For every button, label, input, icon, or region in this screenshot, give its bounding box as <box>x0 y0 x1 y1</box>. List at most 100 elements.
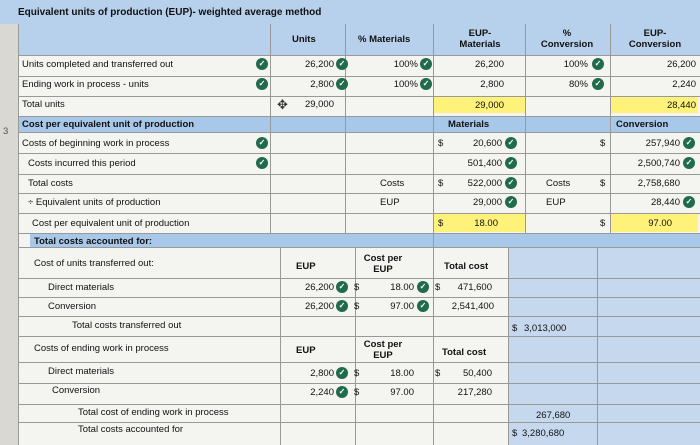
transferred-conv-label: Conversion <box>48 301 97 312</box>
transferred-dm-eup[interactable]: 26,200 <box>304 282 334 293</box>
transferred-dm-cpe[interactable]: 18.00 <box>390 282 414 293</box>
per-eup-mat[interactable]: 18.00 <box>474 218 498 229</box>
transferred-dm-label: Direct materials <box>48 282 114 293</box>
eup-conv[interactable]: 28,440 <box>650 197 680 208</box>
incurred-conv[interactable]: 2,500,740 <box>637 158 680 169</box>
check-icon: ✓ <box>683 137 695 149</box>
header-pct-materials: % Materials <box>358 34 411 45</box>
check-icon: ✓ <box>592 58 604 70</box>
ending-conv-cpe[interactable]: 97.00 <box>390 387 414 398</box>
ending-wip-units[interactable]: 2,800 <box>310 79 334 90</box>
per-eup-conv[interactable]: 97.00 <box>648 218 672 229</box>
accounted-header-band <box>30 233 700 247</box>
row-ending-wip-label: Ending work in process - units <box>22 79 149 90</box>
ending-dm-eup[interactable]: 2,800 <box>310 368 334 379</box>
completed-eup-mat[interactable]: 26,200 <box>474 59 504 70</box>
completed-eup-conv[interactable]: 26,200 <box>666 59 696 70</box>
check-icon: ✓ <box>336 281 348 293</box>
costs-label-conv: Costs <box>546 178 571 189</box>
transferred-conv-tc[interactable]: 2,541,400 <box>451 301 494 312</box>
ending-dm-cpe[interactable]: 18.00 <box>390 368 414 379</box>
check-icon: ✓ <box>417 281 429 293</box>
row-incurred-label: Costs incurred this period <box>28 158 136 169</box>
costs-label-mat: Costs <box>380 178 405 189</box>
title-bar <box>0 0 700 24</box>
ending-conv-eup[interactable]: 2,240 <box>310 387 334 398</box>
header-eup-conversion: EUP- Conversion <box>628 28 682 51</box>
transferred-dm-tc[interactable]: 471,600 <box>457 282 492 293</box>
check-icon: ✓ <box>336 58 348 70</box>
check-icon: ✓ <box>256 78 268 90</box>
per-eup-conv-highlight <box>610 214 698 232</box>
dollar-sign: $ <box>438 138 444 149</box>
transferred-total-label: Total costs transferred out <box>72 320 182 331</box>
completed-units[interactable]: 26,200 <box>304 59 334 70</box>
dollar-sign: $ <box>435 368 441 379</box>
dollar-sign: $ <box>512 428 518 439</box>
check-icon: ✓ <box>336 300 348 312</box>
header-row <box>18 24 700 55</box>
accounted-header: Total costs accounted for: <box>34 236 153 247</box>
per-eup-mat-highlight <box>433 214 525 232</box>
check-icon: ✓ <box>256 137 268 149</box>
ending-wip-pct-mat[interactable]: 100% <box>393 79 418 90</box>
incurred-mat[interactable]: 501,400 <box>467 158 502 169</box>
check-icon: ✓ <box>417 300 429 312</box>
row-marker: 3 <box>3 126 9 137</box>
check-icon: ✓ <box>505 177 517 189</box>
ending-eup-head: EUP <box>296 345 316 356</box>
row-total-units-label: Total units <box>22 99 65 110</box>
row-per-eup-label: Cost per equivalent unit of production <box>32 218 190 229</box>
ending-cpe-head: Cost per EUP <box>363 339 403 361</box>
check-icon: ✓ <box>420 58 432 70</box>
dollar-sign: $ <box>438 218 444 229</box>
dollar-sign: $ <box>354 301 360 312</box>
cost-header-band <box>18 116 700 132</box>
ending-label: Costs of ending work in process <box>34 343 169 354</box>
check-icon: ✓ <box>420 78 432 90</box>
transferred-tc-head: Total cost <box>444 261 489 272</box>
dollar-sign: $ <box>438 178 444 189</box>
grand-total[interactable]: 3,280,680 <box>522 428 565 439</box>
dollar-sign: $ <box>600 138 606 149</box>
check-icon: ✓ <box>505 196 517 208</box>
total-eup-conv[interactable]: 28,440 <box>666 100 696 111</box>
check-icon: ✓ <box>505 137 517 149</box>
row-completed-label: Units completed and transferred out <box>22 59 174 70</box>
ending-wip-eup-mat[interactable]: 2,800 <box>480 79 504 90</box>
total-eup-mat[interactable]: 29,000 <box>474 100 504 111</box>
check-icon: ✓ <box>336 367 348 379</box>
transferred-total[interactable]: 3,013,000 <box>524 323 567 334</box>
dollar-sign: $ <box>354 387 360 398</box>
check-icon: ✓ <box>256 157 268 169</box>
beginning-mat[interactable]: 20,600 <box>472 138 502 149</box>
total-costs-conv[interactable]: 2,758,680 <box>637 178 680 189</box>
ending-conv-tc[interactable]: 217,280 <box>457 387 492 398</box>
cost-section-header: Cost per equivalent unit of production <box>22 119 195 130</box>
ending-conv-label: Conversion <box>52 385 101 396</box>
ending-wip-pct-conv[interactable]: 80% <box>568 79 588 90</box>
header-conversion: Conversion <box>616 119 669 130</box>
eup-label-conv: EUP <box>546 197 566 208</box>
accounted-right-band <box>508 247 700 445</box>
completed-pct-mat[interactable]: 100% <box>393 59 418 70</box>
ending-total[interactable]: 267,680 <box>536 410 571 421</box>
check-icon: ✓ <box>336 386 348 398</box>
transferred-conv-eup[interactable]: 26,200 <box>304 301 334 312</box>
eup-mat[interactable]: 29,000 <box>472 197 502 208</box>
transferred-conv-cpe[interactable]: 97.00 <box>390 301 414 312</box>
row-eup-label: ÷ Equivalent units of production <box>28 197 161 208</box>
total-costs-mat[interactable]: 522,000 <box>467 178 502 189</box>
completed-pct-conv[interactable]: 100% <box>563 59 588 70</box>
ending-dm-tc[interactable]: 50,400 <box>462 368 492 379</box>
total-eup-mat-highlight <box>433 96 525 113</box>
check-icon: ✓ <box>256 58 268 70</box>
page-title: Equivalent units of production (EUP)- we… <box>18 7 322 18</box>
total-eup-conv-highlight <box>610 96 698 113</box>
cursor-plus-icon: ✥ <box>277 97 288 112</box>
ending-wip-eup-conv[interactable]: 2,240 <box>672 79 696 90</box>
beginning-conv[interactable]: 257,940 <box>645 138 680 149</box>
check-icon: ✓ <box>592 78 604 90</box>
total-units[interactable]: 29,000 <box>304 99 334 110</box>
